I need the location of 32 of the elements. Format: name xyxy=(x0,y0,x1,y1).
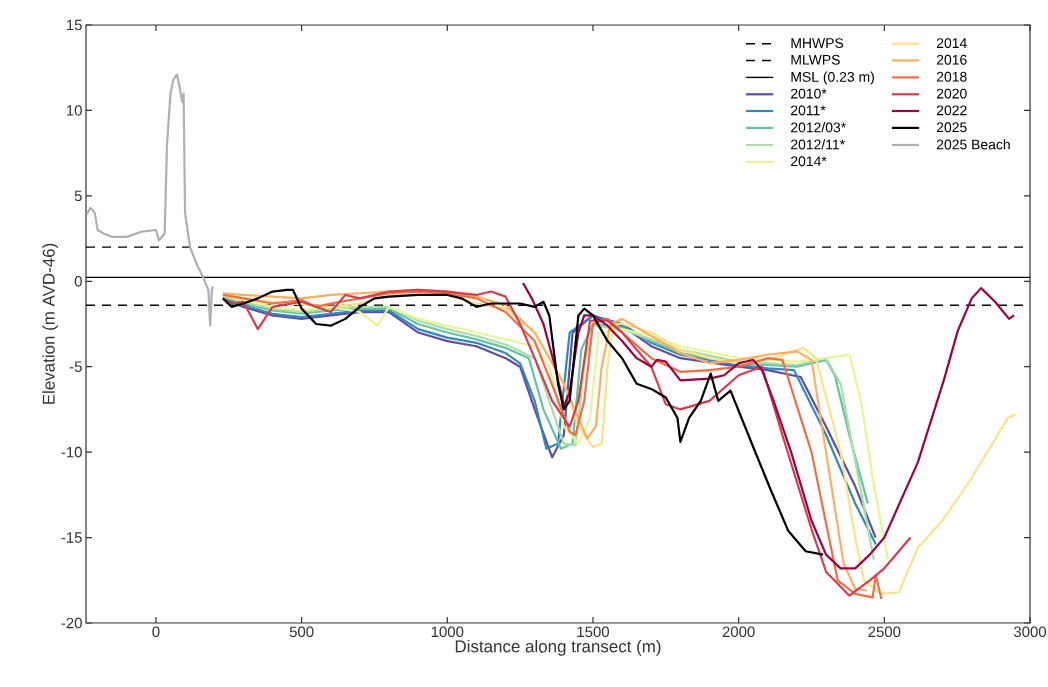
legend-label: 2016 xyxy=(936,54,967,65)
legend-label: MSL (0.23 m) xyxy=(791,71,874,85)
legend-label: 2014* xyxy=(791,156,827,167)
legend-label: 2012/03* xyxy=(791,122,846,133)
y-tick-label: 10 xyxy=(67,105,82,116)
y-tick-label: -15 xyxy=(61,532,82,543)
y-axis-title: Elevation (m AVD-46) xyxy=(42,243,59,404)
x-tick-label: 1500 xyxy=(577,626,609,638)
x-tick-label: 500 xyxy=(289,626,314,638)
legend-label: MHWPS xyxy=(791,38,844,49)
legend-label: 2020 xyxy=(936,88,967,99)
legend-label: MLWPS xyxy=(791,54,840,65)
y-tick-label: -5 xyxy=(69,361,82,372)
x-tick-label: 0 xyxy=(152,626,160,638)
legend-label: 2014 xyxy=(936,38,967,49)
x-tick-label: 2000 xyxy=(722,626,755,638)
legend-label: 2012/11* xyxy=(791,139,845,150)
legend-label: 2011* xyxy=(791,105,826,116)
y-tick-label: -10 xyxy=(61,446,82,458)
y-tick-label: 0 xyxy=(74,275,82,287)
x-tick-label: 2500 xyxy=(868,626,901,638)
legend-label: 2025 xyxy=(936,122,967,133)
legend-label: 2010* xyxy=(791,88,827,99)
y-tick-label: -20 xyxy=(61,617,82,629)
legend-label: 2025 Beach xyxy=(936,139,1010,150)
y-tick-label: 5 xyxy=(74,190,82,202)
x-tick-label: 1000 xyxy=(431,626,464,638)
y-tick-label: 15 xyxy=(67,19,82,31)
legend-label: 2018 xyxy=(936,71,967,82)
legend-label: 2022 xyxy=(936,105,967,116)
x-tick-label: 3000 xyxy=(1013,626,1047,638)
x-axis-title: Distance along transect (m) xyxy=(455,639,661,656)
